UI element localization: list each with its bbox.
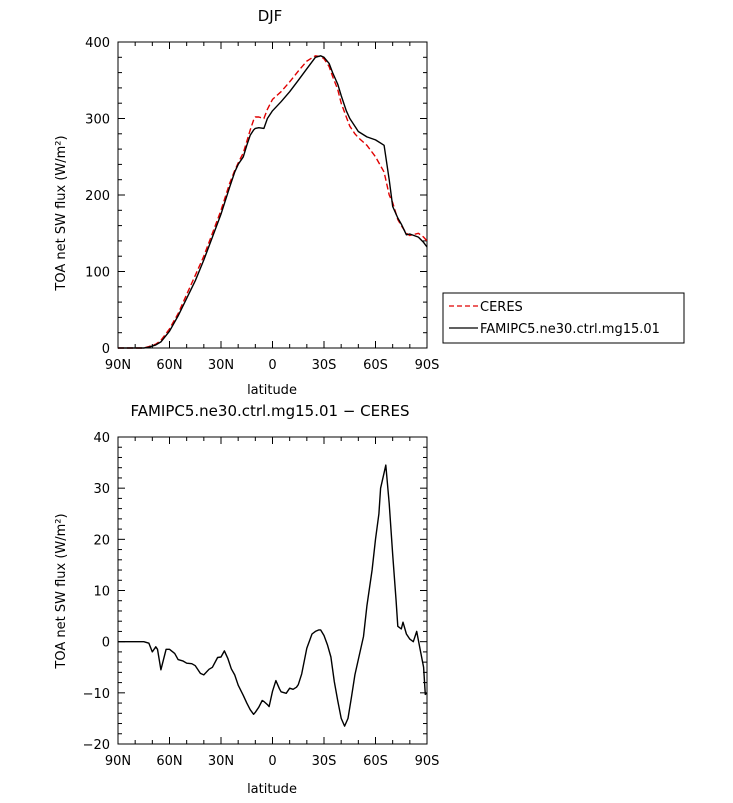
series-line-0-1 (118, 55, 428, 349)
x-tick-label: 0 (268, 358, 276, 373)
y-tick-label: 100 (85, 266, 110, 281)
y-tick-label: 20 (93, 533, 110, 548)
x-tick-label: 30N (208, 754, 234, 769)
top-y-axis-label: TOA net SW flux (W/m²) (54, 135, 69, 291)
y-tick-label: 10 (93, 585, 110, 600)
x-tick-label: 90S (415, 754, 440, 769)
top-chart-title: DJF (258, 7, 283, 25)
legend: CERES FAMIPC5.ne30.ctrl.mg15.01 (442, 292, 685, 344)
x-tick-label: 0 (268, 754, 276, 769)
x-tick-label: 30S (312, 754, 337, 769)
x-tick-label: 60S (363, 754, 388, 769)
y-tick-label: 300 (85, 113, 110, 128)
bottom-panel: FAMIPC5.ne30.ctrl.mg15.01 − CERES −20 −10… (54, 402, 439, 797)
x-tick-label: 90S (415, 358, 440, 373)
x-tick-label: 90N (105, 358, 131, 373)
top-series-group (118, 55, 428, 349)
bottom-chart-title: FAMIPC5.ne30.ctrl.mg15.01 − CERES (130, 402, 409, 420)
y-tick-label: −20 (83, 738, 110, 753)
x-tick-label: 90N (105, 754, 131, 769)
top-panel: DJF 0 100 200 300 400 90N 60N 30N 0 30S 60S 90S la… (54, 7, 685, 398)
x-tick-label: 30S (312, 358, 337, 373)
top-x-axis-label: latitude (247, 383, 297, 398)
y-tick-label: 200 (85, 189, 110, 204)
legend-label-ceres: CERES (480, 300, 523, 315)
legend-box (442, 292, 685, 344)
bottom-axes-ticks (117, 436, 428, 745)
y-tick-label: −10 (83, 687, 110, 702)
bottom-y-tick-labels: −20 −10 0 10 20 30 40 (83, 431, 110, 753)
x-tick-label: 60N (156, 358, 182, 373)
y-tick-label: 0 (102, 636, 110, 651)
x-tick-label: 60N (156, 754, 182, 769)
series-line-0-0 (118, 55, 428, 349)
bottom-x-tick-labels: 90N 60N 30N 0 30S 60S 90S (105, 754, 440, 769)
y-tick-label: 400 (85, 36, 110, 51)
top-x-tick-labels: 90N 60N 30N 0 30S 60S 90S (105, 358, 440, 373)
series-line-1-0 (118, 464, 428, 727)
top-y-tick-labels: 0 100 200 300 400 (85, 36, 110, 357)
y-tick-label: 30 (93, 482, 110, 497)
top-plot-frame (117, 41, 428, 349)
bottom-plot-frame (117, 436, 428, 745)
bottom-x-axis-label: latitude (247, 782, 297, 797)
bottom-series-group (118, 464, 428, 727)
y-tick-label: 40 (93, 431, 110, 446)
x-tick-label: 60S (363, 358, 388, 373)
x-tick-label: 30N (208, 358, 234, 373)
y-tick-label: 0 (102, 342, 110, 357)
legend-label-famipc5: FAMIPC5.ne30.ctrl.mg15.01 (480, 322, 660, 337)
bottom-y-axis-label: TOA net SW flux (W/m²) (54, 513, 69, 669)
